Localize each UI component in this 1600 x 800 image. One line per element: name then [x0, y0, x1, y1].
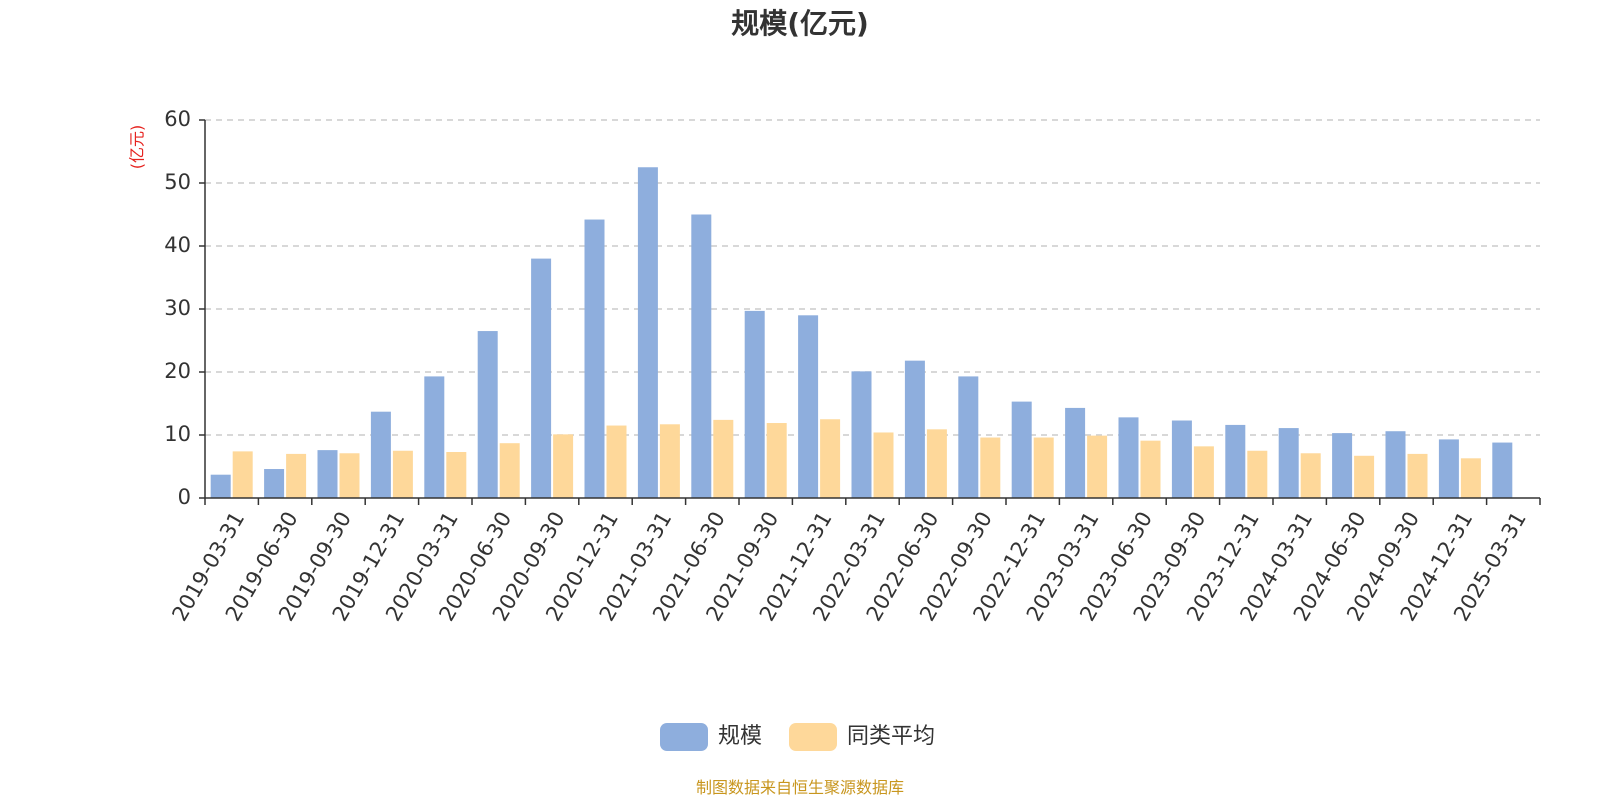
bar-scale[interactable]: [1332, 433, 1353, 498]
bar-scale[interactable]: [691, 214, 712, 499]
y-tick-label: 0: [178, 485, 191, 509]
bar-scale[interactable]: [851, 371, 872, 498]
bar-category-average[interactable]: [1140, 440, 1161, 498]
bar-category-average[interactable]: [1300, 453, 1321, 498]
bar-scale[interactable]: [317, 450, 338, 498]
legend-swatch[interactable]: [660, 723, 708, 751]
bar-category-average[interactable]: [232, 451, 253, 498]
bar-scale[interactable]: [904, 360, 925, 498]
y-tick-label: 60: [164, 107, 191, 131]
bar-category-average[interactable]: [873, 432, 894, 498]
bars: [210, 167, 1513, 499]
bar-category-average[interactable]: [553, 434, 574, 498]
bar-category-average[interactable]: [980, 437, 1001, 498]
legend-label[interactable]: 规模: [718, 724, 762, 749]
grid-lines: [205, 119, 1540, 436]
bar-category-average[interactable]: [1460, 458, 1481, 498]
bar-scale[interactable]: [1492, 442, 1513, 498]
bar-scale[interactable]: [798, 315, 819, 498]
axes: 01020304050602019-03-312019-06-302019-09…: [164, 107, 1541, 625]
bar-category-average[interactable]: [392, 450, 413, 498]
bar-category-average[interactable]: [659, 424, 680, 498]
bar-category-average[interactable]: [499, 443, 520, 498]
y-tick-label: 50: [164, 170, 191, 194]
bar-scale[interactable]: [264, 469, 285, 498]
legend-label[interactable]: 同类平均: [847, 724, 935, 749]
bar-scale[interactable]: [584, 219, 605, 499]
bar-scale[interactable]: [210, 474, 231, 498]
source-note: 制图数据来自恒生聚源数据库: [696, 778, 904, 797]
chart-title: 规模(亿元): [731, 7, 869, 40]
bar-category-average[interactable]: [339, 453, 360, 498]
bar-scale[interactable]: [1118, 417, 1139, 498]
y-tick-label: 20: [164, 359, 191, 383]
bar-scale[interactable]: [1171, 420, 1192, 498]
bar-scale[interactable]: [637, 167, 658, 498]
y-tick-label: 40: [164, 233, 191, 257]
bar-scale[interactable]: [1011, 401, 1032, 498]
bar-category-average[interactable]: [286, 453, 307, 498]
bar-category-average[interactable]: [1087, 435, 1108, 498]
y-tick-label: 30: [164, 296, 191, 320]
bar-category-average[interactable]: [1407, 453, 1428, 498]
legend[interactable]: 规模 同类平均: [660, 723, 935, 751]
y-tick-label: 10: [164, 422, 191, 446]
bar-scale[interactable]: [531, 258, 552, 498]
bar-category-average[interactable]: [446, 452, 467, 498]
bar-scale[interactable]: [958, 376, 979, 498]
bar-scale[interactable]: [1278, 428, 1299, 498]
bar-category-average[interactable]: [1247, 450, 1268, 498]
bar-scale[interactable]: [1225, 424, 1246, 498]
bar-category-average[interactable]: [820, 419, 841, 498]
bar-category-average[interactable]: [1354, 455, 1375, 498]
bar-category-average[interactable]: [1193, 446, 1214, 498]
bar-scale[interactable]: [744, 310, 765, 498]
bar-scale[interactable]: [370, 411, 391, 498]
bar-scale[interactable]: [477, 331, 498, 498]
bar-category-average[interactable]: [1033, 437, 1054, 498]
legend-swatch[interactable]: [789, 723, 837, 751]
bar-category-average[interactable]: [766, 423, 787, 498]
y-axis-unit-label: (亿元): [128, 125, 147, 170]
bar-category-average[interactable]: [713, 419, 734, 498]
bar-scale[interactable]: [1385, 431, 1406, 498]
bar-category-average[interactable]: [606, 425, 627, 498]
bar-scale[interactable]: [1065, 407, 1086, 498]
bar-scale[interactable]: [1438, 439, 1459, 498]
bar-category-average[interactable]: [926, 429, 947, 498]
bar-scale[interactable]: [424, 376, 445, 498]
